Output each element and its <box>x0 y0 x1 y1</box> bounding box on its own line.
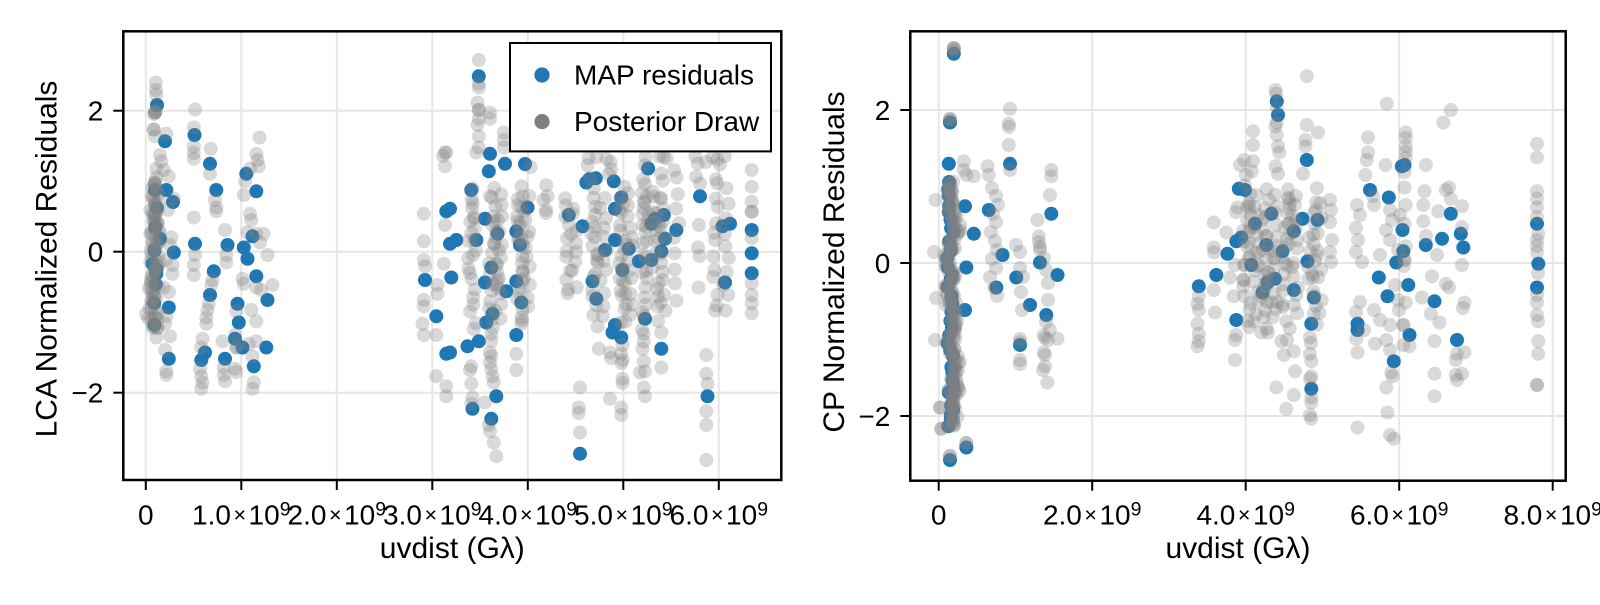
svg-text:0: 0 <box>875 248 891 279</box>
svg-text:Posterior Draw: Posterior Draw <box>574 106 760 137</box>
svg-text:4.0×109: 4.0 ×109 <box>1196 499 1295 531</box>
svg-text:uvdist (Gλ): uvdist (Gλ) <box>1165 532 1310 565</box>
svg-text:8.0×109: 8.0 ×109 <box>1503 499 1600 531</box>
svg-text:4.0×109: 4.0 ×109 <box>479 499 578 531</box>
svg-text:CP Normalized Residuals: CP Normalized Residuals <box>818 91 851 432</box>
svg-text:−2: −2 <box>71 378 103 409</box>
svg-text:2: 2 <box>875 95 891 126</box>
svg-text:uvdist (Gλ): uvdist (Gλ) <box>380 532 525 565</box>
svg-text:2.0×109: 2.0 ×109 <box>288 499 387 531</box>
svg-text:3.0×109: 3.0 ×109 <box>383 499 482 531</box>
svg-text:2.0×109: 2.0 ×109 <box>1043 499 1142 531</box>
svg-text:5.0×109: 5.0 ×109 <box>574 499 673 531</box>
svg-text:−2: −2 <box>858 401 890 432</box>
svg-text:LCA Normalized Residuals: LCA Normalized Residuals <box>31 81 64 438</box>
svg-text:6.0×109: 6.0 ×109 <box>670 499 769 531</box>
svg-text:1.0×109: 1.0 ×109 <box>192 499 291 531</box>
svg-text:6.0×109: 6.0 ×109 <box>1350 499 1449 531</box>
svg-text:0: 0 <box>88 237 104 268</box>
svg-text:0: 0 <box>138 500 154 531</box>
svg-text:2: 2 <box>88 96 104 127</box>
svg-text:0: 0 <box>931 500 947 531</box>
svg-text:MAP residuals: MAP residuals <box>574 60 754 91</box>
